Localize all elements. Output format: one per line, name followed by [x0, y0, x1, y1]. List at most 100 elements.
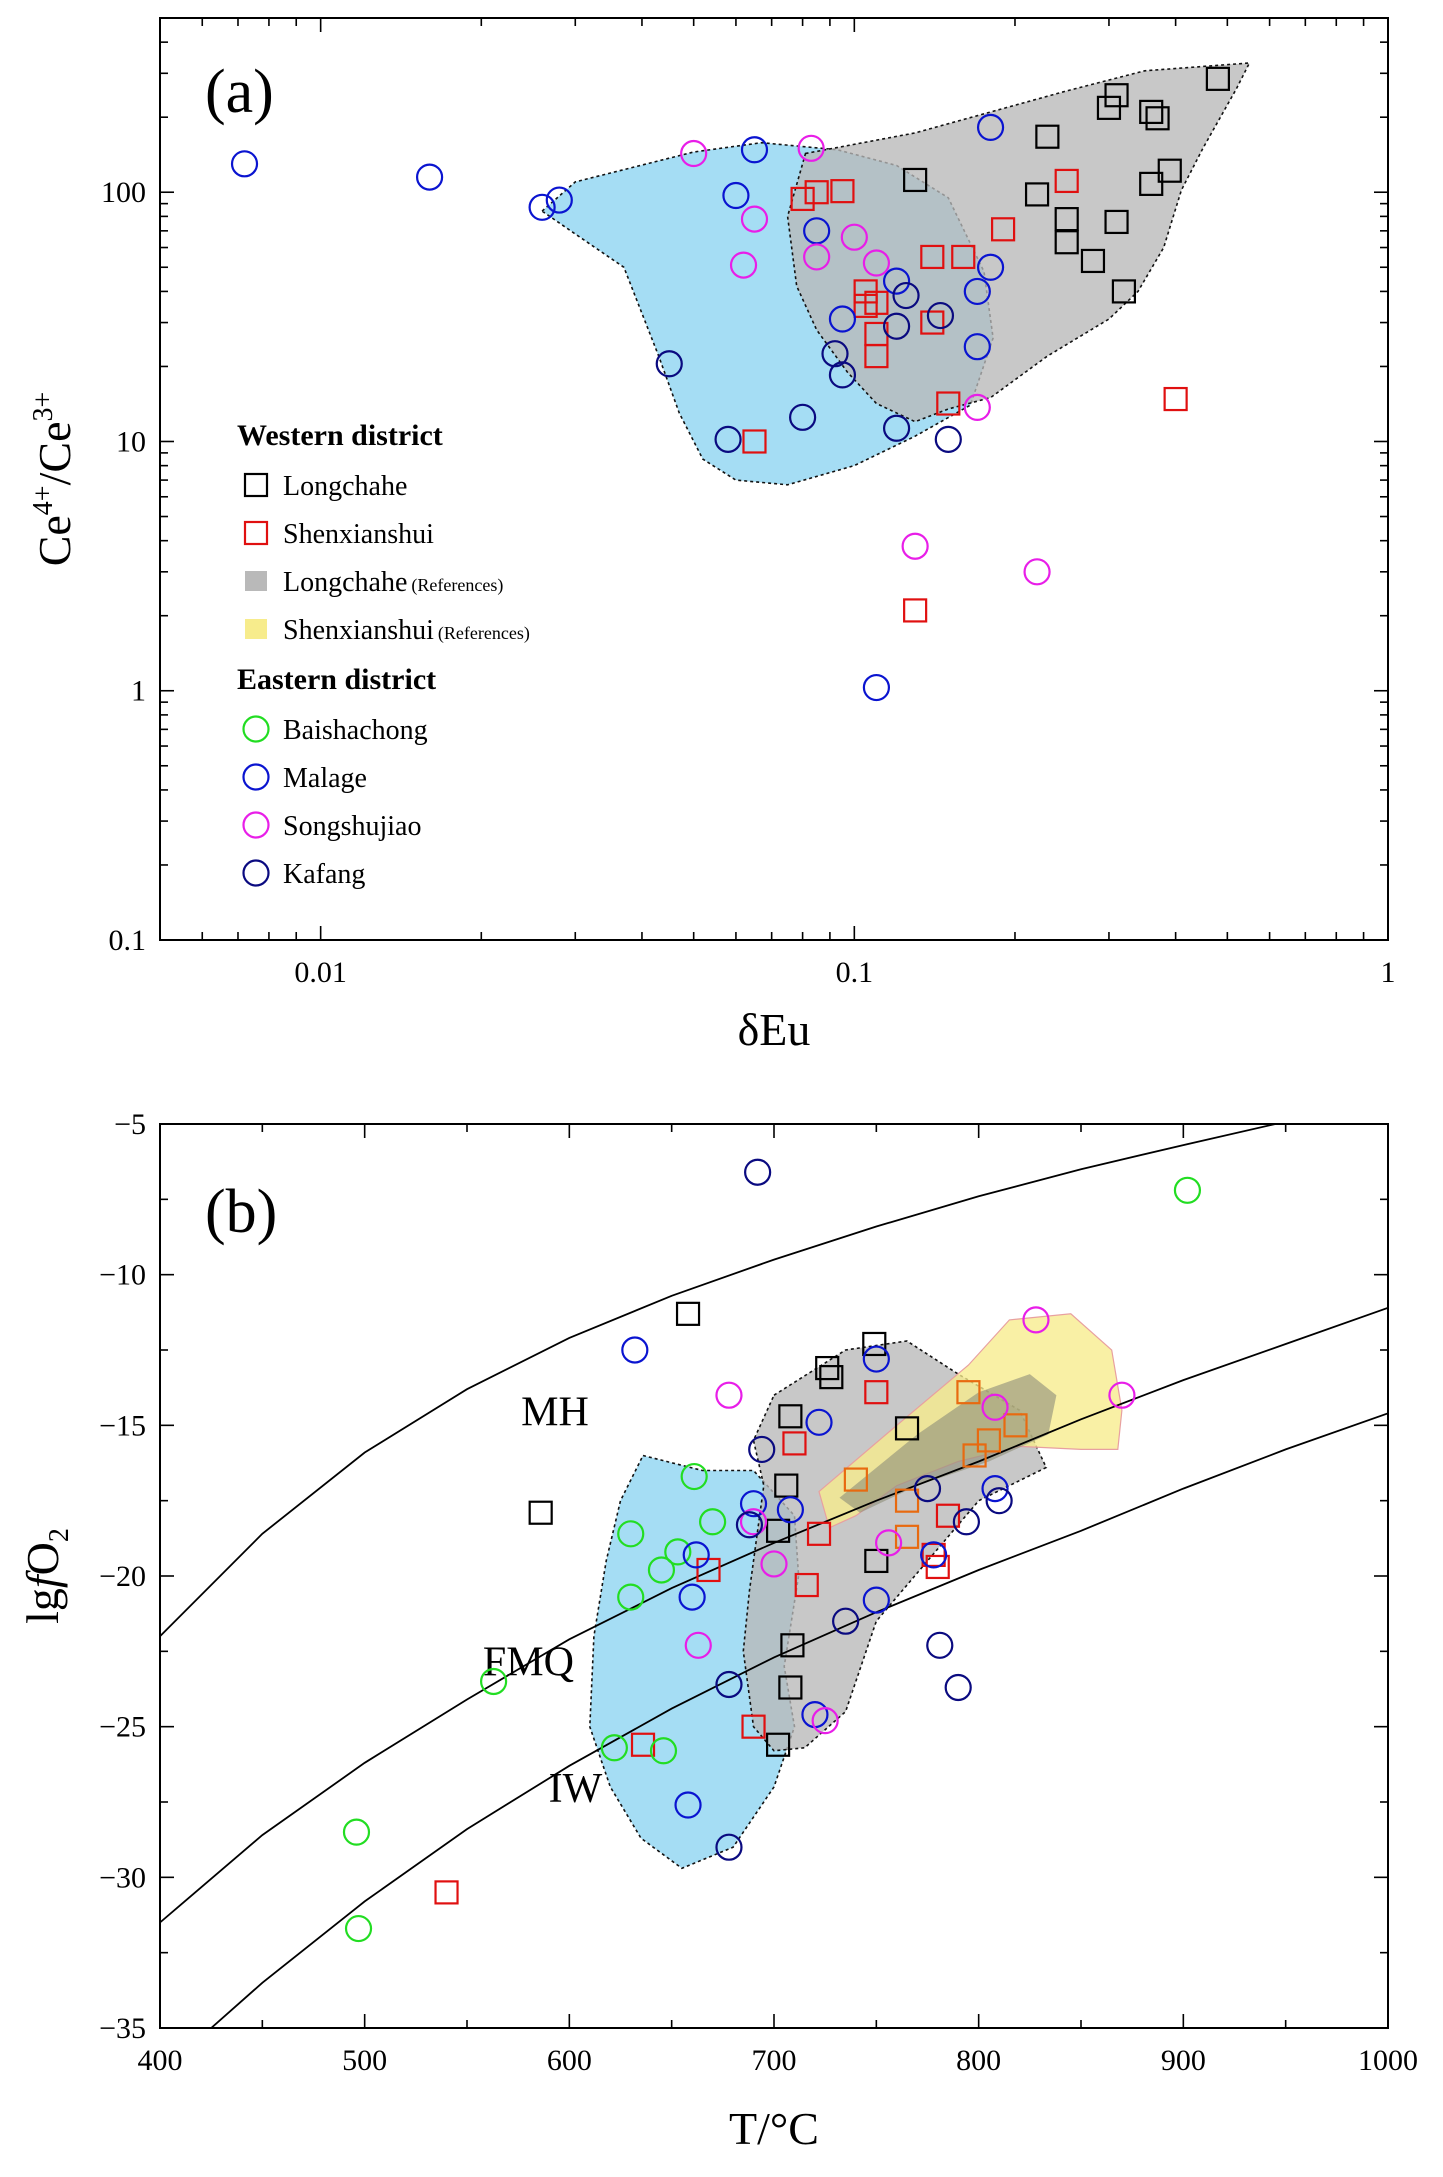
point-a-shenxianshui: [864, 290, 889, 315]
legend-label: Songshujiao: [283, 811, 421, 842]
legend-label: Longchahe (References): [283, 567, 503, 598]
point-b-kafang: [944, 1673, 972, 1702]
point-b-songshujiao: [760, 1550, 788, 1578]
point-b-malage: [682, 1541, 710, 1569]
point-a-songshujiao: [803, 243, 831, 271]
point-a-malage: [862, 673, 891, 702]
point-b-songshujiao: [715, 1381, 743, 1409]
point-a-longchahe: [1096, 95, 1122, 120]
panel-a-ticks: 0.01 0.1 1 0.1 1 10 100: [101, 17, 1396, 989]
point-a-malage: [963, 277, 991, 306]
point-b-shenxianshui: [806, 1521, 832, 1546]
panel-b-y-label-lg: lg: [17, 1588, 68, 1624]
point-b-shenxianshui-ref: [956, 1380, 981, 1405]
buffer-label-mh: MH: [521, 1389, 589, 1435]
point-a-malage: [415, 163, 444, 191]
b-x-tick-label: 400: [138, 2044, 183, 2077]
point-b-songshujiao: [811, 1707, 839, 1735]
point-a-longchahe: [1205, 66, 1230, 91]
point-b-kafang: [926, 1631, 954, 1659]
point-b-baishachong: [1173, 1176, 1202, 1204]
point-a-malage: [722, 181, 750, 210]
point-a-shenxianshui: [830, 179, 855, 204]
point-b-malage: [674, 1791, 702, 1819]
point-a-kafang: [882, 312, 911, 340]
point-b-baishachong: [342, 1818, 371, 1846]
b-y-tick-label: −35: [99, 2012, 146, 2045]
a-x-tick-label: 0.1: [836, 956, 874, 989]
b-x-tick-label: 500: [342, 2044, 387, 2077]
point-b-shenxianshui: [935, 1503, 961, 1528]
panel-b-label: (b): [205, 1178, 277, 1246]
point-a-shenxianshui: [804, 180, 829, 205]
point-a-malage: [976, 253, 1005, 281]
point-b-kafang: [748, 1435, 776, 1464]
b-x-tick-label: 700: [752, 2044, 797, 2077]
legend-label: Kafang: [283, 859, 365, 890]
a-y-tick-label: 0.1: [109, 924, 147, 957]
point-b-baishachong: [617, 1583, 645, 1611]
point-a-longchahe: [1157, 158, 1182, 183]
legend-group-title: Eastern district: [237, 663, 436, 696]
point-b-longchahe: [778, 1404, 803, 1429]
b-y-tick-label: −5: [114, 1108, 146, 1141]
point-a-kafang: [892, 281, 920, 310]
point-b-kafang: [832, 1607, 860, 1635]
point-a-songshujiao: [680, 139, 708, 168]
point-b-songshujiao: [981, 1393, 1009, 1421]
legend-label: Shenxianshui (References): [283, 615, 530, 646]
legend-marker: [242, 763, 270, 791]
point-b-kafang: [715, 1670, 743, 1699]
point-b-malage: [739, 1490, 768, 1518]
point-b-shenxianshui: [925, 1554, 950, 1580]
point-a-kafang: [828, 361, 857, 389]
point-a-shenxianshui: [936, 391, 961, 416]
legend-marker: [242, 811, 270, 839]
point-a-songshujiao: [901, 532, 929, 560]
point-a-shenxianshui: [1163, 386, 1188, 412]
point-a-malage: [740, 136, 769, 164]
point-a-kafang: [714, 425, 742, 453]
point-b-longchahe: [528, 1500, 553, 1525]
point-b-shenxianshui-ref: [1003, 1413, 1028, 1438]
panel-b-x-axis-label: T/°C: [729, 2103, 819, 2154]
point-a-songshujiao: [797, 134, 825, 162]
point-b-longchahe: [675, 1301, 701, 1326]
point-a-songshujiao: [840, 223, 868, 251]
point-a-songshujiao: [963, 393, 991, 422]
point-b-shenxianshui: [434, 1880, 459, 1905]
point-a-kafang: [655, 350, 683, 378]
point-b-shenxianshui: [864, 1380, 889, 1405]
legend-label: Malage: [283, 763, 367, 794]
point-a-longchahe: [1054, 207, 1079, 232]
b-x-tick-label: 900: [1161, 2044, 1206, 2077]
point-a-shenxianshui: [920, 244, 945, 270]
point-b-baishachong: [680, 1462, 708, 1491]
panel-a-legend: Western district Longchahe Shenxianshui Lon…: [237, 419, 530, 890]
point-a-malage: [545, 186, 573, 214]
point-a-malage: [882, 267, 911, 295]
a-x-tick-label: 1: [1381, 956, 1396, 989]
point-b-malage: [776, 1496, 804, 1524]
point-a-malage: [963, 333, 991, 361]
panel-b-y-label-o: O: [17, 1542, 68, 1575]
point-a-malage: [803, 217, 831, 245]
point-b-shenxianshui-ref: [976, 1428, 1002, 1453]
legend-marker: [243, 472, 269, 498]
point-b-kafang: [952, 1508, 980, 1536]
b-y-tick-label: −15: [99, 1409, 146, 1442]
point-a-songshujiao: [1023, 558, 1051, 586]
point-b-shenxianshui-ref: [962, 1443, 987, 1468]
point-b-shenxianshui-ref: [894, 1488, 920, 1513]
point-b-longchahe: [815, 1355, 840, 1381]
panel-a-y-label-ce4: Ce: [29, 515, 80, 566]
b-x-tick-label: 1000: [1358, 2044, 1418, 2077]
point-a-malage: [976, 113, 1005, 141]
point-a-kafang: [926, 301, 955, 330]
point-a-longchahe: [1024, 182, 1050, 207]
legend-marker: [242, 715, 270, 743]
region-b-eastern-field: [588, 1454, 800, 1870]
legend-label: Longchahe: [283, 471, 407, 502]
point-a-shenxianshui: [790, 186, 815, 212]
legend-label: Baishachong: [283, 715, 428, 746]
